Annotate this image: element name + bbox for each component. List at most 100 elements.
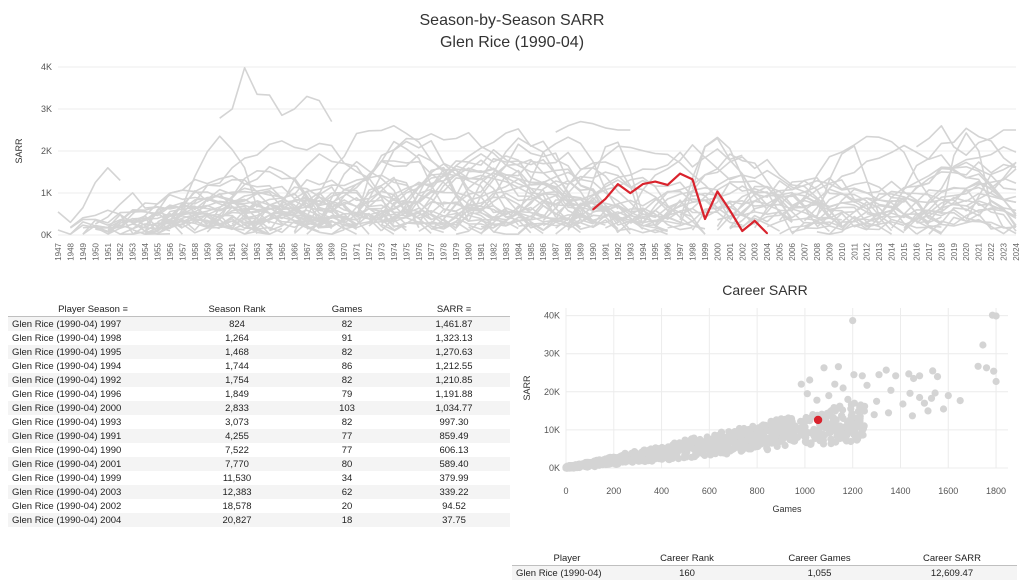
column-header-career-rank[interactable]: Career Rank xyxy=(622,551,752,566)
table-row[interactable]: Glen Rice (1990-04) 2001 7,770 80 589.40 xyxy=(8,457,510,471)
table-row[interactable]: Glen Rice (1990-04) 2003 12,383 62 339.22 xyxy=(8,485,510,499)
x-tick-label: 2007 xyxy=(800,242,809,260)
table-cell: 339.22 xyxy=(398,485,510,499)
background-series-line xyxy=(181,140,407,219)
scatter-point xyxy=(703,433,711,441)
y-tick-label: 10K xyxy=(544,425,560,435)
table-cell: 1,191.88 xyxy=(435,388,473,400)
scatter-point xyxy=(700,445,709,453)
table-cell: 859.49 xyxy=(398,429,510,443)
background-series-line xyxy=(854,209,1017,235)
scatter-point xyxy=(696,437,704,445)
column-header-season-rank[interactable]: Season Rank xyxy=(178,302,296,317)
scatter-point xyxy=(644,457,652,465)
scatter-point xyxy=(583,460,591,468)
x-tick-label: 1979 xyxy=(452,242,461,260)
table-row[interactable]: Glen Rice (1990-04) 1998 1,264 91 1,323.13 xyxy=(8,331,510,345)
table-row[interactable]: Glen Rice (1990-04) 1999 11,530 34 379.99 xyxy=(8,471,510,485)
scatter-point xyxy=(910,374,918,383)
column-header-player[interactable]: Player xyxy=(512,551,622,566)
table-cell: 37.75 xyxy=(398,513,510,527)
table-row[interactable]: Glen Rice (1990-04) 1996 1,849 79 1,191.88 xyxy=(8,387,510,401)
scatter-point xyxy=(800,417,808,425)
x-tick-label: 1994 xyxy=(639,242,648,260)
background-series-line xyxy=(480,197,693,235)
table-cell: 606.13 xyxy=(439,444,469,456)
x-tick-label: 1950 xyxy=(91,242,100,260)
table-row[interactable]: Glen Rice (1990-04) 1993 3,073 82 997.30 xyxy=(8,415,510,429)
table-row[interactable]: Glen Rice (1990-04) 1990 7,522 77 606.13 xyxy=(8,443,510,457)
table-cell: 91 xyxy=(341,332,353,344)
y-tick-label: 0K xyxy=(549,463,560,473)
scatter-point xyxy=(778,425,787,433)
background-series-line xyxy=(368,159,594,227)
scatter-point xyxy=(974,362,982,370)
background-series-line xyxy=(642,182,843,227)
background-series-line xyxy=(679,169,843,229)
table-row[interactable]: Glen Rice (1990-04) 1997 824 82 1,461.87 xyxy=(8,316,510,331)
column-header-player-season[interactable]: Player Season ≡ xyxy=(8,302,178,317)
scatter-point xyxy=(651,455,659,463)
table-row[interactable]: Glen Rice (1990-04) 160 1,055 12,609.47 xyxy=(512,565,1017,580)
x-tick-label: 1991 xyxy=(601,242,610,260)
x-tick-label: 2012 xyxy=(863,242,872,260)
x-tick-label: 2014 xyxy=(888,242,897,260)
x-tick-label: 1980 xyxy=(465,242,474,260)
table-row[interactable]: Glen Rice (1990-04) 1992 1,754 82 1,210.85 xyxy=(8,373,510,387)
x-tick-label: 1977 xyxy=(427,242,436,260)
scatter-point xyxy=(797,380,805,388)
background-series-line xyxy=(754,194,818,227)
scatter-point xyxy=(768,430,776,438)
background-series-line xyxy=(791,135,943,211)
x-axis-label: Games xyxy=(772,504,802,514)
x-tick-label: 1996 xyxy=(664,242,673,260)
x-tick-label: 800 xyxy=(750,486,765,496)
table-row[interactable]: Glen Rice (1990-04) 1994 1,744 86 1,212.55 xyxy=(8,359,510,373)
scatter-point xyxy=(663,446,671,454)
scatter-point xyxy=(916,372,924,380)
x-tick-label: 2015 xyxy=(900,242,909,260)
table-cell: 1,323.13 xyxy=(435,332,473,344)
table-row[interactable]: Glen Rice (1990-04) 2000 2,833 103 1,034.77 xyxy=(8,401,510,415)
scatter-point xyxy=(819,440,828,448)
table-cell: 1,055 xyxy=(752,565,887,580)
scatter-point xyxy=(828,406,836,414)
sort-icon[interactable]: ≡ xyxy=(122,303,128,314)
x-tick-label: 1986 xyxy=(539,242,548,260)
x-tick-label: 1988 xyxy=(564,242,573,260)
scatter-point xyxy=(562,463,570,471)
y-tick-label: 3K xyxy=(41,104,52,114)
table-cell: 82 xyxy=(296,373,398,387)
column-header-games[interactable]: Games xyxy=(296,302,398,317)
scatter-point xyxy=(927,394,936,402)
scatter-point xyxy=(773,442,781,450)
table-cell: 1,849 xyxy=(225,388,249,400)
table-row[interactable]: Glen Rice (1990-04) 1995 1,468 82 1,270.63 xyxy=(8,345,510,359)
x-tick-label: 2008 xyxy=(813,242,822,260)
table-row[interactable]: Glen Rice (1990-04) 2002 18,578 20 94.52 xyxy=(8,499,510,513)
table-cell: Glen Rice (1990-04) 1999 xyxy=(12,472,122,484)
background-series-line xyxy=(132,219,283,235)
scatter-point xyxy=(781,441,789,450)
table-row[interactable]: Glen Rice (1990-04) 2004 20,827 18 37.75 xyxy=(8,513,510,527)
scatter-point xyxy=(826,428,834,437)
table-cell: 77 xyxy=(341,444,353,456)
scatter-point xyxy=(933,373,942,381)
scatter-point xyxy=(899,400,907,408)
column-header-career-games[interactable]: Career Games xyxy=(752,551,887,566)
x-tick-label: 2020 xyxy=(962,242,971,260)
x-tick-label: 1995 xyxy=(651,242,660,260)
scatter-point xyxy=(764,437,772,445)
scatter-point xyxy=(654,448,662,456)
sort-icon[interactable]: ≡ xyxy=(465,303,472,314)
scatter-point xyxy=(745,445,753,453)
column-header-sarr[interactable]: SARR ≡ xyxy=(398,302,510,317)
scatter-point xyxy=(858,422,866,431)
y-tick-label: 1K xyxy=(41,188,52,198)
column-header-career-sarr[interactable]: Career SARR xyxy=(887,551,1017,566)
table-row[interactable]: Glen Rice (1990-04) 1991 4,255 77 859.49 xyxy=(8,429,510,443)
scatter-point xyxy=(731,428,739,436)
background-series-line xyxy=(95,212,270,235)
background-series-line xyxy=(57,167,121,224)
table-cell: 62 xyxy=(296,485,398,499)
